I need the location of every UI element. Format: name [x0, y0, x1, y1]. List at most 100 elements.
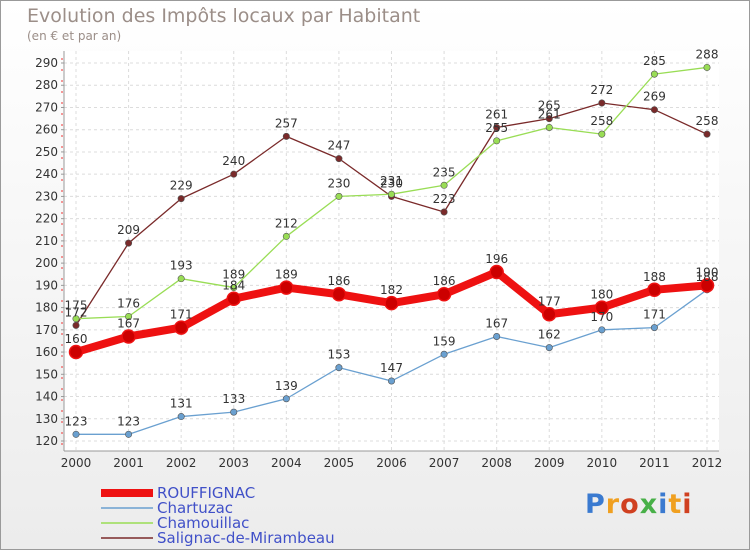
x-tick-label: 2000 — [61, 456, 92, 470]
data-label: 257 — [275, 116, 298, 130]
data-point — [72, 321, 80, 329]
data-label: 189 — [222, 268, 245, 282]
data-label: 229 — [170, 179, 193, 193]
data-point — [282, 395, 290, 403]
data-point — [279, 280, 294, 295]
x-tick-label: 2006 — [376, 456, 407, 470]
x-tick-label: 2005 — [324, 456, 355, 470]
data-point — [489, 264, 504, 280]
data-point — [545, 123, 553, 131]
legend-label: Chartuzac — [157, 499, 233, 517]
data-label: 258 — [696, 114, 719, 128]
logo-letter: r — [605, 489, 621, 520]
data-point — [230, 284, 238, 292]
data-label: 175 — [65, 299, 88, 313]
x-tick-label: 2009 — [534, 456, 565, 470]
data-label: 177 — [538, 294, 561, 308]
data-point — [68, 344, 84, 360]
data-point — [387, 377, 395, 385]
data-label: 230 — [380, 176, 403, 190]
data-label: 261 — [485, 107, 508, 121]
data-label: 190 — [696, 265, 719, 279]
data-point — [125, 312, 133, 320]
data-label: 193 — [170, 259, 193, 273]
data-label: 230 — [327, 176, 350, 190]
x-tick-label: 2011 — [639, 456, 670, 470]
data-point — [440, 350, 448, 358]
data-label: 176 — [117, 296, 140, 310]
data-point — [177, 275, 185, 283]
logo-letter: i — [658, 489, 669, 520]
data-point — [173, 320, 189, 335]
proxiti-logo: Proxiti — [585, 489, 693, 520]
data-label: 269 — [643, 90, 666, 104]
data-point — [72, 430, 80, 438]
data-point — [440, 208, 448, 216]
data-point — [493, 137, 501, 145]
data-point — [331, 286, 347, 302]
y-tick-label: 250 — [35, 145, 58, 159]
data-point — [650, 324, 658, 332]
data-point — [230, 170, 238, 178]
data-label: 167 — [117, 316, 140, 330]
data-label: 123 — [117, 414, 140, 428]
data-point — [121, 329, 136, 344]
x-tick-label: 2004 — [271, 456, 302, 470]
data-label: 247 — [327, 139, 350, 153]
data-point — [647, 282, 662, 298]
data-point — [703, 63, 711, 71]
logo-letter: x — [639, 489, 659, 520]
data-point — [230, 408, 238, 416]
data-label: 255 — [485, 121, 508, 135]
data-label: 170 — [590, 310, 613, 324]
x-tick-label: 2007 — [429, 456, 460, 470]
data-label: 188 — [696, 270, 719, 284]
chart-title: Evolution des Impôts locaux par Habitant — [27, 5, 421, 27]
data-label: 265 — [538, 99, 561, 113]
data-point — [226, 291, 241, 306]
data-label: 189 — [275, 268, 298, 282]
data-label: 160 — [65, 332, 88, 346]
data-label: 240 — [222, 154, 245, 168]
data-point — [282, 132, 290, 140]
data-point — [598, 130, 606, 138]
data-point — [650, 70, 658, 78]
y-tick-label: 160 — [35, 345, 58, 359]
y-tick-label: 220 — [35, 212, 58, 226]
legend-label: Chamouillac — [157, 514, 249, 532]
data-point — [545, 344, 553, 352]
data-point — [703, 130, 711, 138]
data-label: 235 — [433, 165, 456, 179]
data-label: 153 — [327, 348, 350, 362]
data-label: 167 — [485, 316, 508, 330]
y-tick-label: 190 — [35, 278, 58, 292]
y-tick-label: 210 — [35, 234, 58, 248]
data-point — [436, 286, 452, 302]
data-label: 147 — [380, 361, 403, 375]
data-point — [384, 295, 399, 311]
y-tick-label: 120 — [35, 434, 58, 448]
data-label: 171 — [643, 308, 666, 322]
data-point — [440, 181, 448, 189]
x-tick-label: 2008 — [481, 456, 512, 470]
y-tick-label: 260 — [35, 123, 58, 137]
data-label: 182 — [380, 283, 403, 297]
data-point — [699, 278, 715, 293]
data-label: 133 — [222, 392, 245, 406]
data-point — [335, 364, 343, 372]
data-label: 186 — [433, 274, 456, 288]
y-tick-label: 200 — [35, 256, 58, 270]
legend-label: Salignac-de-Mirambeau — [157, 529, 335, 547]
x-tick-label: 2012 — [692, 456, 723, 470]
logo-letter: o — [620, 489, 640, 520]
data-label: 139 — [275, 379, 298, 393]
data-point — [125, 239, 133, 247]
data-label: 258 — [590, 114, 613, 128]
data-point — [594, 300, 610, 315]
data-point — [598, 99, 606, 107]
logo-letter: t — [668, 489, 683, 520]
data-label: 231 — [380, 174, 403, 188]
y-tick-label: 270 — [35, 100, 58, 114]
